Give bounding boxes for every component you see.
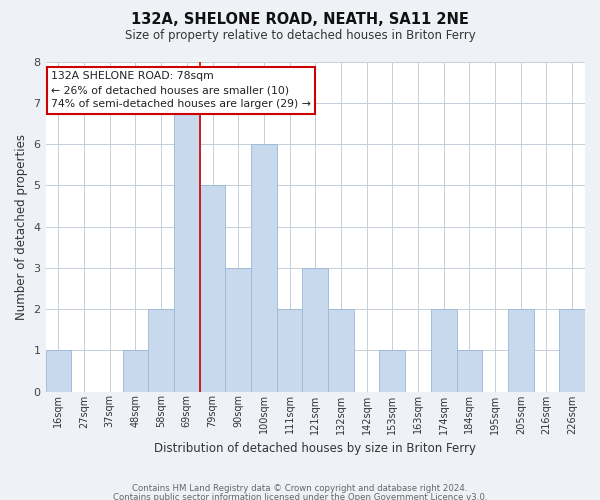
Bar: [559, 309, 585, 392]
Bar: [200, 186, 226, 392]
Bar: [148, 309, 174, 392]
Bar: [328, 309, 354, 392]
Text: Size of property relative to detached houses in Briton Ferry: Size of property relative to detached ho…: [125, 29, 475, 42]
Bar: [379, 350, 405, 392]
Text: 132A, SHELONE ROAD, NEATH, SA11 2NE: 132A, SHELONE ROAD, NEATH, SA11 2NE: [131, 12, 469, 28]
Bar: [226, 268, 251, 392]
Y-axis label: Number of detached properties: Number of detached properties: [15, 134, 28, 320]
Text: Contains HM Land Registry data © Crown copyright and database right 2024.: Contains HM Land Registry data © Crown c…: [132, 484, 468, 493]
Bar: [431, 309, 457, 392]
Bar: [457, 350, 482, 392]
Bar: [251, 144, 277, 392]
Text: Contains public sector information licensed under the Open Government Licence v3: Contains public sector information licen…: [113, 492, 487, 500]
Bar: [508, 309, 533, 392]
Bar: [277, 309, 302, 392]
Bar: [302, 268, 328, 392]
Bar: [174, 103, 200, 392]
Bar: [122, 350, 148, 392]
Text: 132A SHELONE ROAD: 78sqm
← 26% of detached houses are smaller (10)
74% of semi-d: 132A SHELONE ROAD: 78sqm ← 26% of detach…: [51, 72, 311, 110]
X-axis label: Distribution of detached houses by size in Briton Ferry: Distribution of detached houses by size …: [154, 442, 476, 455]
Bar: [46, 350, 71, 392]
